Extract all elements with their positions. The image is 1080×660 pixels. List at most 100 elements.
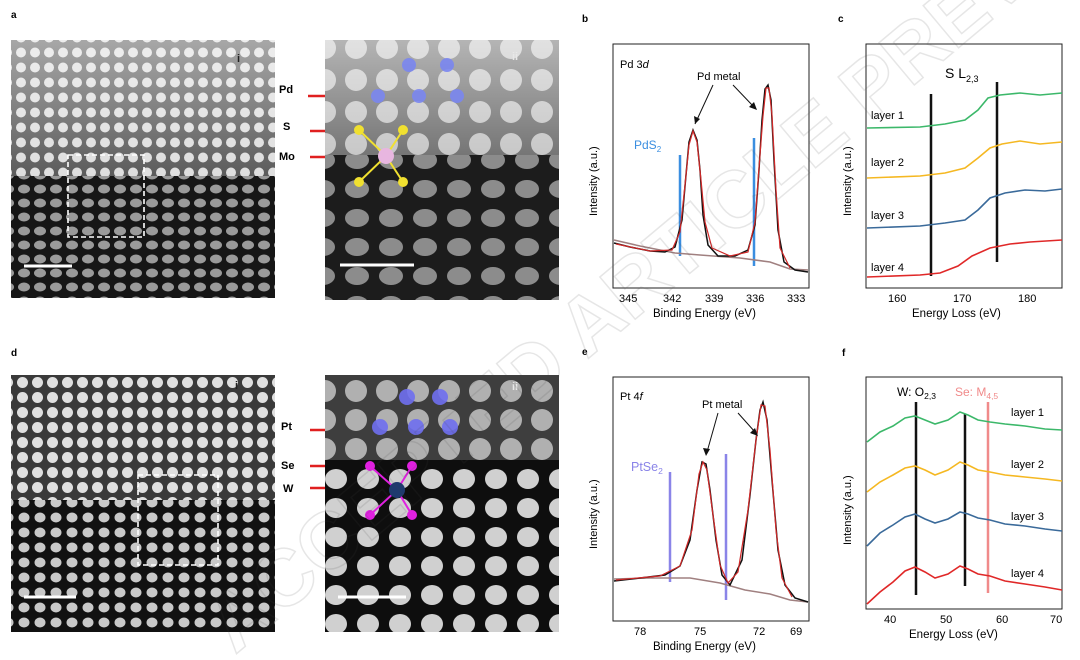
s-atom	[398, 177, 408, 187]
x-axis-label: Energy Loss (eV)	[912, 308, 1001, 320]
tick-label: 70	[1050, 614, 1062, 626]
pd-atom	[450, 89, 464, 103]
chart-b: Pd 3d Pd metal PdS2 Intensity (a.u.) 345…	[588, 43, 810, 320]
legend-layer-1: layer 1	[871, 110, 904, 122]
series-layer-1	[866, 92, 1063, 129]
panel-letter-a: a	[11, 10, 17, 21]
y-axis-label: Intensity (a.u.)	[588, 146, 600, 216]
tick-label: 342	[663, 293, 681, 305]
zoom-box	[67, 154, 145, 238]
annotation-pd-metal: Pd metal	[697, 71, 740, 83]
series-layer-4	[866, 565, 1063, 605]
y-axis-label: Intensity (a.u.)	[842, 475, 854, 545]
background-line	[613, 577, 809, 603]
x-ticks: 78 75 72 69	[634, 626, 802, 638]
watermark: ACCEPTED ARTICLE PREVIEW	[188, 0, 1080, 660]
legend-layer-1: layer 1	[1011, 407, 1044, 419]
annotation-pt-metal: Pt metal	[702, 399, 742, 411]
legend-layer-4: layer 4	[1011, 568, 1044, 580]
se-atom	[407, 510, 417, 520]
tick-label: 60	[996, 614, 1008, 626]
label-se: Se	[281, 460, 294, 472]
tick-label: 72	[753, 626, 765, 638]
se-atom	[407, 461, 417, 471]
s-atom	[398, 125, 408, 135]
stem-image-d-ii	[325, 375, 559, 632]
x-ticks: 160 170 180	[888, 293, 1036, 305]
svg-text:ACCEPTED ARTICLE PREVIEW: ACCEPTED ARTICLE PREVIEW	[189, 0, 1080, 660]
s-atom	[354, 177, 364, 187]
annotation-pds2: PdS2	[634, 138, 662, 154]
stem-image-a-ii	[325, 40, 559, 300]
series-layer-3	[866, 511, 1063, 547]
w-atom	[389, 482, 405, 498]
label-w: W	[283, 483, 294, 495]
chart-f: W: O2,3 Se: M4,5 layer 1 layer 2 layer 3…	[842, 376, 1063, 641]
pd-atom	[440, 58, 454, 72]
tick-label: 50	[940, 614, 952, 626]
tick-label: 333	[787, 293, 805, 305]
pd-atom	[412, 89, 426, 103]
se-atom	[365, 510, 375, 520]
tick-label: 75	[694, 626, 706, 638]
pt-atom	[399, 389, 415, 405]
tick-label: 40	[884, 614, 896, 626]
subpanel-label-i: i	[237, 53, 240, 65]
fit-spectrum	[615, 87, 791, 269]
legend-layer-4: layer 4	[871, 262, 904, 274]
tick-label: 160	[888, 293, 906, 305]
x-axis-label: Binding Energy (eV)	[653, 308, 756, 320]
mo-atom	[378, 148, 394, 164]
stem-image-a-i	[11, 40, 275, 298]
chart-c: S L2,3 layer 1 layer 2 layer 3 layer 4 I…	[842, 43, 1063, 320]
series-layer-1	[866, 411, 1063, 443]
stem-image-d-i	[11, 375, 275, 632]
pt-atom	[408, 419, 424, 435]
fit-spectrum	[615, 404, 793, 598]
inset-title: S L2,3	[945, 65, 979, 84]
pt-atom	[432, 389, 448, 405]
x-ticks: 345 342 339 336 333	[619, 293, 805, 305]
label-pt: Pt	[281, 421, 292, 433]
legend-layer-2: layer 2	[1011, 459, 1044, 471]
panel-letter-d: d	[11, 348, 17, 359]
inset-title: Pt 4f	[620, 391, 644, 403]
tick-label: 170	[953, 293, 971, 305]
annotation-ptse2: PtSe2	[631, 460, 663, 476]
subpanel-label-ii: ii	[512, 51, 518, 63]
x-axis-label: Binding Energy (eV)	[653, 641, 756, 653]
series-layer-3	[866, 188, 1063, 229]
series-layer-2	[866, 461, 1063, 493]
series-layer-4	[866, 239, 1063, 278]
tick-label: 78	[634, 626, 646, 638]
s-atom	[354, 125, 364, 135]
pd-atom	[371, 89, 385, 103]
legend-layer-3: layer 3	[871, 210, 904, 222]
inset-title: Pd 3d	[620, 59, 650, 71]
se-atom	[365, 461, 375, 471]
panel-letter-c: c	[838, 14, 844, 25]
subpanel-label-ii: ii	[512, 381, 518, 393]
tick-label: 339	[705, 293, 723, 305]
chart-e: Pt 4f Pt metal PtSe2 Intensity (a.u.) 78…	[588, 376, 810, 653]
legend-layer-2: layer 2	[871, 157, 904, 169]
panel-letter-f: f	[842, 348, 846, 359]
wse2-unit	[365, 461, 417, 520]
label-pd: Pd	[279, 84, 293, 96]
annotation-w-o23: W: O2,3	[897, 385, 936, 401]
tick-label: 345	[619, 293, 637, 305]
tick-label: 180	[1018, 293, 1036, 305]
x-axis-label: Energy Loss (eV)	[909, 629, 998, 641]
y-axis-label: Intensity (a.u.)	[842, 146, 854, 216]
pd-atom	[402, 58, 416, 72]
y-axis-label: Intensity (a.u.)	[588, 479, 600, 549]
subpanel-label-i: i	[235, 380, 238, 392]
zoom-box	[137, 474, 219, 566]
tick-label: 69	[790, 626, 802, 638]
pt-atom	[442, 419, 458, 435]
label-mo: Mo	[279, 151, 295, 163]
annotation-se-m45: Se: M4,5	[955, 385, 998, 401]
tick-label: 336	[746, 293, 764, 305]
pt-atom	[372, 419, 388, 435]
